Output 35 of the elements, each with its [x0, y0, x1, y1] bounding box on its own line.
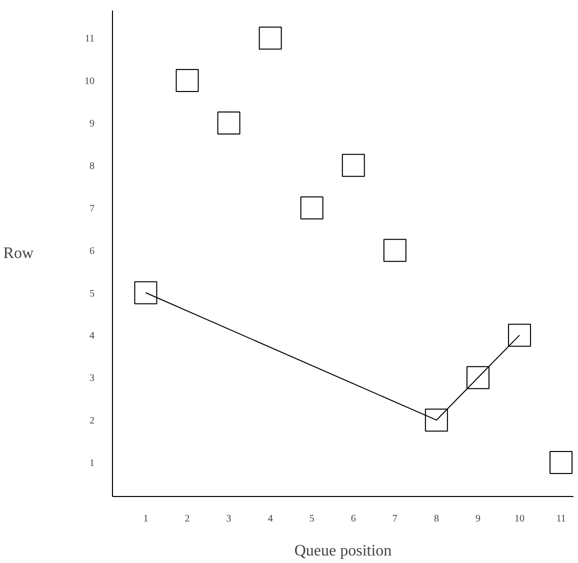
point: [217, 111, 240, 134]
y-tick-label: 4: [90, 330, 94, 342]
x-axis-title: Queue position: [294, 542, 392, 560]
y-tick-label: 9: [90, 118, 94, 130]
y-tick-label: 7: [90, 203, 94, 214]
y-tick-label: 6: [90, 246, 94, 257]
y-tick-label: 3: [90, 373, 94, 384]
y-tick-label: 1: [90, 458, 94, 470]
y-tick-label: 5: [90, 288, 94, 300]
point: [176, 69, 199, 92]
point: [550, 451, 573, 474]
x-tick-label: 9: [475, 514, 480, 524]
point: [424, 408, 448, 432]
y-axis-title: Row: [3, 245, 34, 262]
point: [300, 196, 324, 220]
x-tick-label: 11: [556, 514, 566, 524]
point: [383, 238, 406, 262]
y-tick-label: 2: [90, 416, 94, 427]
x-tick-label: 3: [226, 514, 232, 524]
point: [466, 366, 490, 390]
x-tick-label: 8: [434, 514, 439, 524]
point: [134, 281, 158, 304]
y-tick-label: 11: [84, 34, 95, 45]
x-tick-label: 10: [514, 514, 525, 524]
point: [342, 154, 365, 177]
x-tick-label: 1: [143, 514, 148, 524]
x-tick-label: 4: [268, 514, 273, 524]
x-tick-label: 2: [184, 514, 190, 524]
y-tick-label: 10: [84, 76, 94, 88]
point: [508, 324, 532, 347]
y-tick-label: 8: [90, 160, 94, 172]
point: [258, 26, 282, 50]
x-tick-label: 7: [392, 514, 398, 524]
x-tick-label: 5: [309, 514, 314, 524]
x-tick-label: 6: [350, 514, 356, 524]
